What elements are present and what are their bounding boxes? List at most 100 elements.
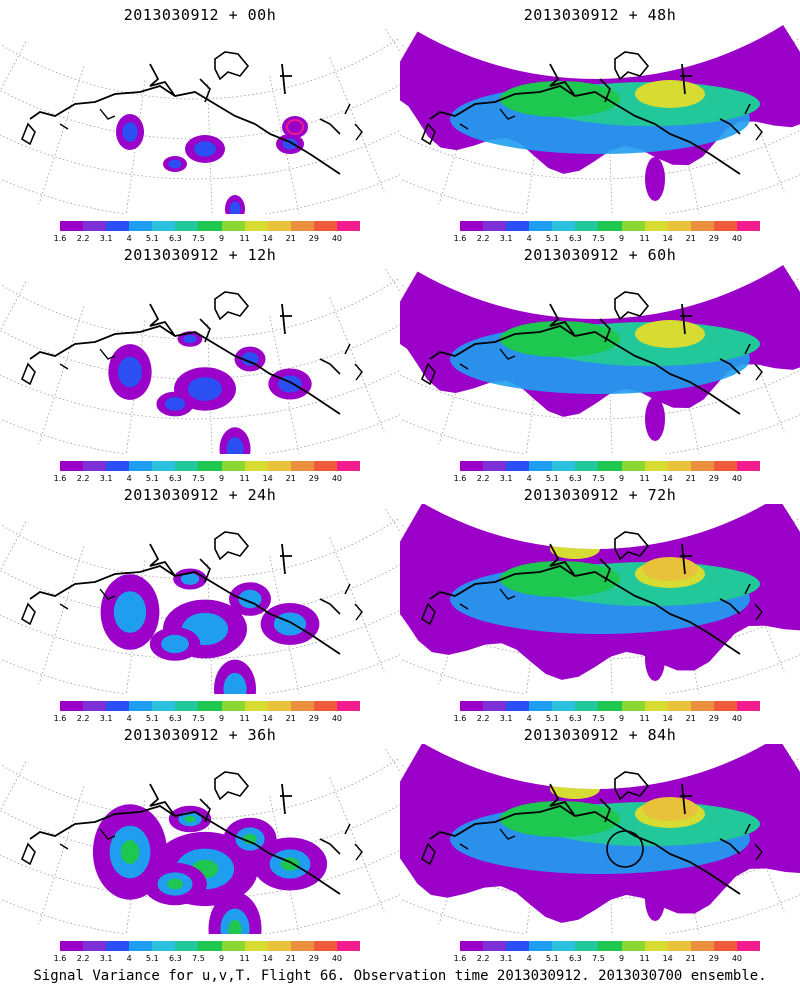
colorbar-label: 6.3 bbox=[569, 474, 582, 483]
colorbar-label: 40 bbox=[331, 714, 343, 723]
colorbar-swatch bbox=[713, 221, 737, 231]
colorbar-label: 29 bbox=[308, 234, 319, 243]
panel-title: 2013030912 + 24h bbox=[123, 486, 277, 504]
colorbar-label: 3.1 bbox=[499, 954, 513, 963]
graticule bbox=[0, 269, 400, 454]
colorbar-swatch bbox=[244, 701, 268, 711]
colorbar-label: 9 bbox=[618, 714, 625, 723]
map-panel: 2013030912 + 60h 1.6 2.2 3.1 4 5.1 6.3 7.5 9 11 14… bbox=[400, 240, 800, 483]
colorbar-label: 3.1 bbox=[499, 234, 513, 243]
colorbar-swatch bbox=[529, 701, 553, 711]
coastline bbox=[21, 531, 363, 655]
colorbar-label: 3.1 bbox=[499, 474, 513, 483]
colorbar-swatch bbox=[644, 701, 668, 711]
colorbar-label: 11 bbox=[639, 474, 650, 483]
colorbar-swatch bbox=[483, 221, 507, 231]
colorbar-swatch bbox=[460, 701, 484, 711]
coastline bbox=[421, 771, 763, 895]
colorbar-swatch bbox=[198, 461, 222, 471]
colorbar-swatch bbox=[598, 941, 622, 951]
colorbar-label: 6.3 bbox=[569, 714, 582, 723]
colorbar-swatch bbox=[244, 221, 268, 231]
colorbar-label: 5.1 bbox=[545, 954, 559, 963]
map-plot bbox=[0, 269, 400, 454]
map-plot bbox=[400, 25, 800, 214]
map-panel: 2013030912 + 48h 1.6 2.2 3.1 4 5.1 6.3 7.5 9 11 14… bbox=[400, 0, 800, 243]
colorbar-label: 7.5 bbox=[192, 954, 205, 963]
variance-field bbox=[108, 331, 312, 454]
figure-caption: Signal Variance for u,v,T. Flight 66. Ob… bbox=[33, 968, 767, 984]
colorbar-labels: 1.6 2.2 3.1 4 5.1 6.3 7.5 9 11 14 21 29 40 bbox=[454, 234, 760, 244]
colorbar-swatch bbox=[483, 461, 507, 471]
colorbar-swatch bbox=[152, 461, 176, 471]
colorbar-swatch bbox=[575, 461, 599, 471]
coastline bbox=[21, 771, 363, 895]
colorbar-swatch bbox=[83, 941, 107, 951]
colorbar-label: 5.1 bbox=[145, 234, 159, 243]
variance-field bbox=[100, 568, 320, 694]
colorbar-label: 40 bbox=[731, 954, 743, 963]
colorbar-swatch bbox=[175, 701, 199, 711]
colorbar-swatch bbox=[575, 221, 599, 231]
colorbar-swatch bbox=[129, 701, 153, 711]
colorbar-swatch bbox=[106, 701, 130, 711]
colorbar-swatch bbox=[598, 461, 622, 471]
colorbar-swatch bbox=[129, 461, 153, 471]
colorbar bbox=[460, 221, 761, 233]
colorbar-label: 3.1 bbox=[99, 234, 113, 243]
observation-circle bbox=[606, 830, 644, 868]
colorbar-label: 7.5 bbox=[192, 714, 205, 723]
colorbar-swatch bbox=[621, 221, 645, 231]
colorbar-label: 14 bbox=[262, 474, 273, 483]
colorbar-labels: 1.6 2.2 3.1 4 5.1 6.3 7.5 9 11 14 21 29 40 bbox=[54, 474, 360, 484]
colorbar-label: 5.1 bbox=[145, 954, 159, 963]
colorbar-label: 1.6 bbox=[53, 474, 67, 483]
colorbar-label: 5.1 bbox=[545, 714, 559, 723]
colorbar-swatch bbox=[529, 221, 553, 231]
colorbar-swatch bbox=[267, 221, 291, 231]
colorbar-label: 7.5 bbox=[592, 234, 605, 243]
colorbar-swatch bbox=[506, 221, 530, 231]
colorbar-swatch bbox=[667, 461, 691, 471]
map-panel: 2013030912 + 00h 1.6 2.2 3.1 4 5.1 6.3 7.5 9 11 14… bbox=[0, 0, 400, 243]
colorbar-swatch bbox=[621, 941, 645, 951]
panel-title: 2013030912 + 60h bbox=[523, 246, 677, 264]
variance-field bbox=[116, 114, 308, 214]
colorbar-label: 7.5 bbox=[592, 474, 605, 483]
colorbar-labels: 1.6 2.2 3.1 4 5.1 6.3 7.5 9 11 14 21 29 40 bbox=[54, 234, 360, 244]
colorbar-swatch bbox=[290, 701, 314, 711]
colorbar-swatch bbox=[336, 461, 361, 471]
colorbar-swatch bbox=[529, 941, 553, 951]
colorbar-label: 6.3 bbox=[569, 234, 582, 243]
colorbar-label: 29 bbox=[708, 954, 719, 963]
colorbar bbox=[60, 941, 361, 953]
colorbar-label: 7.5 bbox=[592, 714, 605, 723]
colorbar-swatch bbox=[529, 461, 553, 471]
variance-field bbox=[400, 744, 800, 923]
coastline bbox=[21, 291, 363, 415]
colorbar-swatch bbox=[106, 941, 130, 951]
colorbar-label: 40 bbox=[331, 954, 343, 963]
colorbar-swatch bbox=[198, 221, 222, 231]
colorbar-swatch bbox=[667, 941, 691, 951]
colorbar-label: 14 bbox=[662, 474, 673, 483]
map-panel: 2013030912 + 36h 1.6 2.2 3.1 4 5.1 6.3 7.5 9 11 14… bbox=[0, 720, 400, 963]
colorbar-label: 3.1 bbox=[99, 714, 113, 723]
colorbar-swatch bbox=[644, 221, 668, 231]
colorbar-label: 7.5 bbox=[192, 234, 205, 243]
colorbar-swatch bbox=[60, 461, 84, 471]
colorbar-label: 4 bbox=[526, 474, 532, 483]
colorbar-label: 5.1 bbox=[145, 714, 159, 723]
colorbar-swatch bbox=[175, 221, 199, 231]
colorbar-swatch bbox=[552, 941, 576, 951]
colorbar-swatch bbox=[506, 701, 530, 711]
colorbar-swatch bbox=[736, 461, 761, 471]
map-plot bbox=[0, 29, 400, 214]
colorbar-label: 11 bbox=[639, 234, 650, 243]
colorbar-label: 14 bbox=[662, 954, 673, 963]
map-panel: 2013030912 + 12h 1.6 2.2 3.1 4 5.1 6.3 7.5 9 11 14… bbox=[0, 240, 400, 483]
colorbar-swatch bbox=[336, 701, 361, 711]
colorbar-swatch bbox=[575, 941, 599, 951]
colorbar-label: 5.1 bbox=[545, 474, 559, 483]
colorbar-label: 29 bbox=[308, 714, 319, 723]
